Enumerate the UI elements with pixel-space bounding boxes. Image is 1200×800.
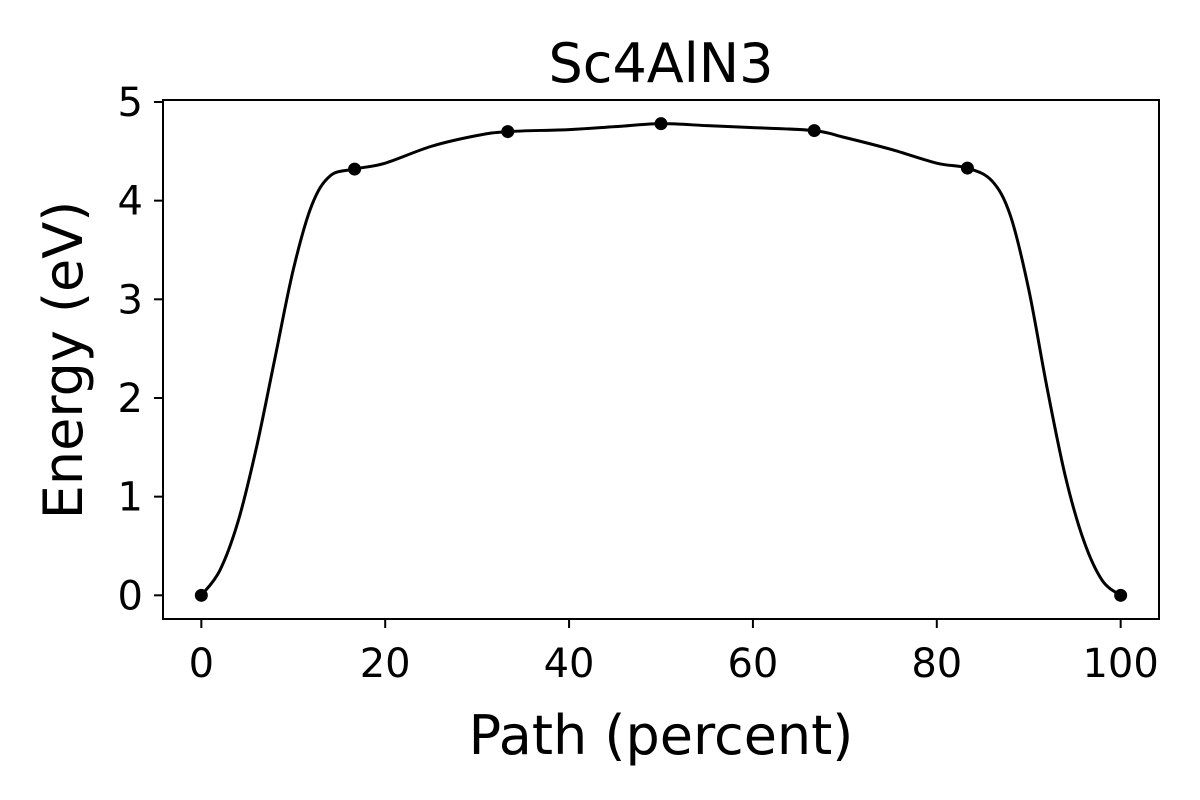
x-axis-label: Path (percent): [469, 704, 854, 767]
x-tick-label: 0: [189, 641, 214, 687]
y-axis: 0 1 2 3 4 5: [118, 80, 163, 619]
y-tick-label: 5: [118, 80, 143, 126]
data-point: [348, 162, 362, 176]
x-tick-label: 40: [544, 641, 595, 687]
y-tick-label: 2: [118, 376, 143, 422]
y-tick-label: 1: [118, 475, 143, 521]
x-tick-label: 60: [727, 641, 778, 687]
data-point: [807, 124, 821, 138]
x-tick-label: 80: [911, 641, 962, 687]
data-point: [1114, 588, 1128, 602]
x-tick-label: 20: [360, 641, 411, 687]
energy-curve: [200, 122, 1122, 597]
y-axis-label: Energy (eV): [32, 201, 95, 520]
y-tick-label: 4: [118, 179, 143, 225]
y-tick-label: 0: [118, 573, 143, 619]
y-tick-label: 3: [118, 277, 143, 323]
data-point: [654, 117, 668, 131]
x-axis: 0 20 40 60 80 100: [189, 619, 1159, 687]
data-point: [501, 125, 515, 139]
data-point: [194, 588, 208, 602]
chart-title: Sc4AlN3: [548, 32, 773, 95]
data-points: [194, 117, 1128, 602]
data-point: [960, 161, 974, 175]
x-tick-label: 100: [1082, 641, 1158, 687]
plot-frame: [162, 99, 1160, 620]
